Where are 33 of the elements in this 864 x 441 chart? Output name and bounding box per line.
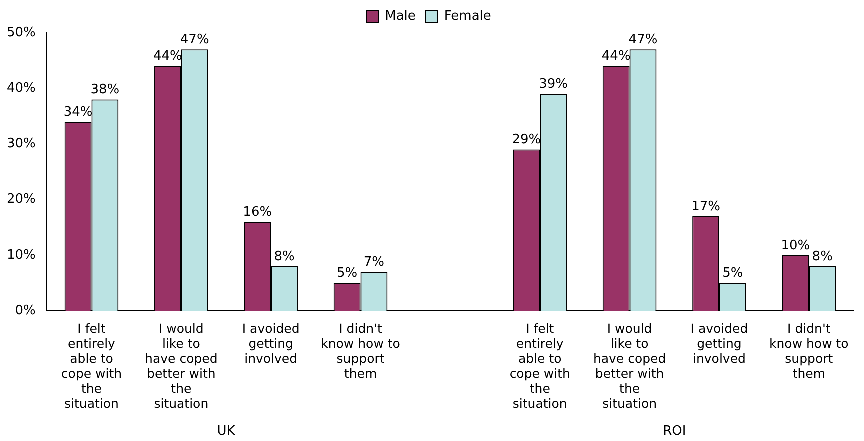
- data-label: 5%: [337, 266, 358, 282]
- x-tick-label: I avoided getting involved: [690, 320, 748, 366]
- data-label: 10%: [781, 238, 810, 254]
- data-label: 44%: [154, 49, 182, 64]
- y-tick-label: 20%: [6, 192, 36, 208]
- y-tick-label: 30%: [6, 136, 36, 152]
- x-tick-label: I felt entirely able to cope with the situation: [510, 320, 570, 411]
- x-tick-label: I avoided getting involved: [242, 320, 300, 366]
- text: ROI: [663, 424, 686, 439]
- data-label: 5%: [722, 266, 744, 282]
- data-label: 39%: [539, 77, 568, 92]
- data-label: 44%: [602, 49, 631, 64]
- data-label: 34%: [64, 104, 93, 120]
- legend-label: Male: [385, 8, 416, 24]
- x-tick-label: I didn't know how to support them: [769, 320, 849, 381]
- y-tick-label: 10%: [6, 248, 36, 263]
- data-label: 16%: [243, 204, 272, 220]
- x-tick-label: I felt entirely able to cope with the situation: [61, 320, 122, 411]
- data-label: 17%: [692, 199, 720, 214]
- y-tick-label: 40%: [6, 80, 36, 96]
- data-label: 47%: [628, 32, 658, 48]
- x-tick-label: I didn't know how to support them: [321, 320, 400, 381]
- data-label: 38%: [90, 82, 120, 98]
- legend-label: Female: [444, 8, 492, 24]
- x-tick-label: I would like to have coped better with the situation: [593, 320, 666, 411]
- data-label: 8%: [812, 249, 833, 264]
- x-tick-label: I would like to have coped better with the situation: [145, 320, 218, 411]
- data-label: 8%: [274, 249, 295, 264]
- text: UK: [217, 424, 236, 439]
- data-label: 47%: [180, 32, 210, 48]
- y-tick-label: 50%: [6, 25, 36, 40]
- data-label: 7%: [364, 254, 385, 270]
- y-tick-label: 0%: [15, 303, 36, 318]
